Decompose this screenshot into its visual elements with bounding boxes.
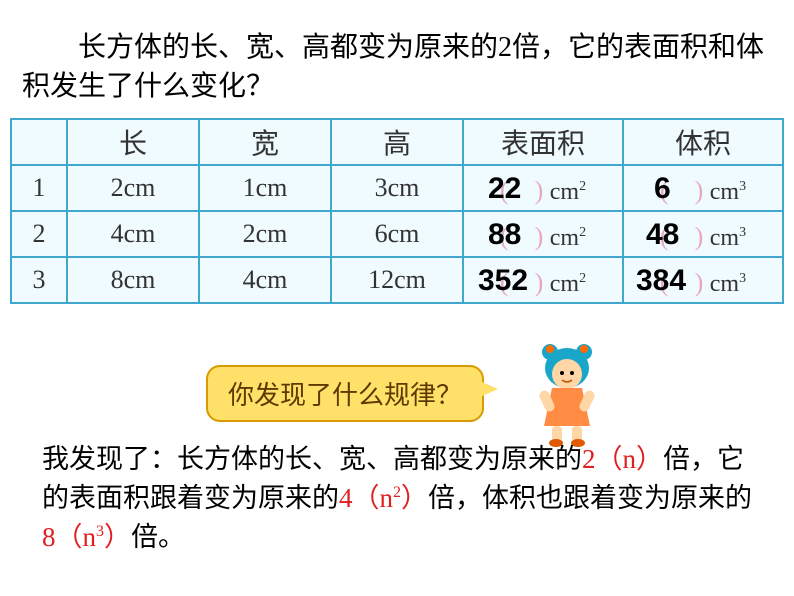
cell-width: 1cm <box>199 165 331 211</box>
cell-height: 6cm <box>331 211 463 257</box>
conc-hl2-tail: ） <box>401 483 428 513</box>
conc-hl2-sup: 2 <box>393 484 401 501</box>
cell-volume: ( ) cm3 <box>623 165 783 211</box>
answer-sa-3: 352 <box>478 266 528 296</box>
cell-width: 4cm <box>199 257 331 303</box>
cell-length: 2cm <box>67 165 199 211</box>
answer-vol-1: 6 <box>654 174 671 204</box>
conc-hl3-sup: 3 <box>96 523 104 540</box>
speech-bubble: 你发现了什么规律？ <box>206 365 484 422</box>
header-height: 高 <box>331 119 463 165</box>
header-volume: 体积 <box>623 119 783 165</box>
header-surface-area: 表面积 <box>463 119 623 165</box>
conc-hl2-base: 4（n <box>339 483 393 513</box>
unit-vol: cm3 <box>710 179 746 205</box>
girl-illustration <box>512 338 622 448</box>
conc-hl3: 8（n3） <box>42 522 131 552</box>
unit-sa: cm2 <box>550 271 586 297</box>
unit-vol: cm3 <box>710 271 746 297</box>
table-header-row: 长 宽 高 表面积 体积 <box>11 119 783 165</box>
cell-height: 3cm <box>331 165 463 211</box>
conc-mid2: 倍，体积也跟着变为原来的 <box>428 483 752 513</box>
row-idx: 2 <box>11 211 67 257</box>
cartoon-girl <box>512 338 622 448</box>
cell-width: 2cm <box>199 211 331 257</box>
unit-sa: cm2 <box>550 225 586 251</box>
conc-prefix: 我发现了：长方体的长、宽、高都变为原来的 <box>42 444 582 474</box>
speech-text: 你发现了什么规律？ <box>228 381 462 410</box>
answer-vol-2: 48 <box>646 220 679 250</box>
unit-sa: cm2 <box>550 179 586 205</box>
answer-sa-2: 88 <box>488 220 521 250</box>
conc-hl3-base: 8（n <box>42 522 96 552</box>
question-text: 长方体的长、宽、高都变为原来的2倍，它的表面积和体积发生了什么变化？ <box>22 28 772 106</box>
header-blank <box>11 119 67 165</box>
speech-bubble-wrap: 你发现了什么规律？ <box>206 338 622 448</box>
conclusion-text: 我发现了：长方体的长、宽、高都变为原来的2（n）倍，它的表面积跟着变为原来的4（… <box>42 440 762 557</box>
header-length: 长 <box>67 119 199 165</box>
conc-hl3-tail: ） <box>104 522 131 552</box>
cell-length: 8cm <box>67 257 199 303</box>
cell-surface-area: ( ) cm2 <box>463 211 623 257</box>
header-width: 宽 <box>199 119 331 165</box>
answer-vol-3: 384 <box>636 266 686 296</box>
answer-sa-1: 22 <box>488 174 521 204</box>
row-idx: 1 <box>11 165 67 211</box>
cell-surface-area: ( ) cm2 <box>463 165 623 211</box>
cell-height: 12cm <box>331 257 463 303</box>
conc-suffix: 倍。 <box>131 522 185 552</box>
unit-vol: cm3 <box>710 225 746 251</box>
cell-length: 4cm <box>67 211 199 257</box>
conc-hl2: 4（n2） <box>339 483 428 513</box>
question-content: 长方体的长、宽、高都变为原来的2倍，它的表面积和体积发生了什么变化？ <box>22 32 764 102</box>
row-idx: 3 <box>11 257 67 303</box>
conc-hl1: 2（n） <box>582 444 663 474</box>
